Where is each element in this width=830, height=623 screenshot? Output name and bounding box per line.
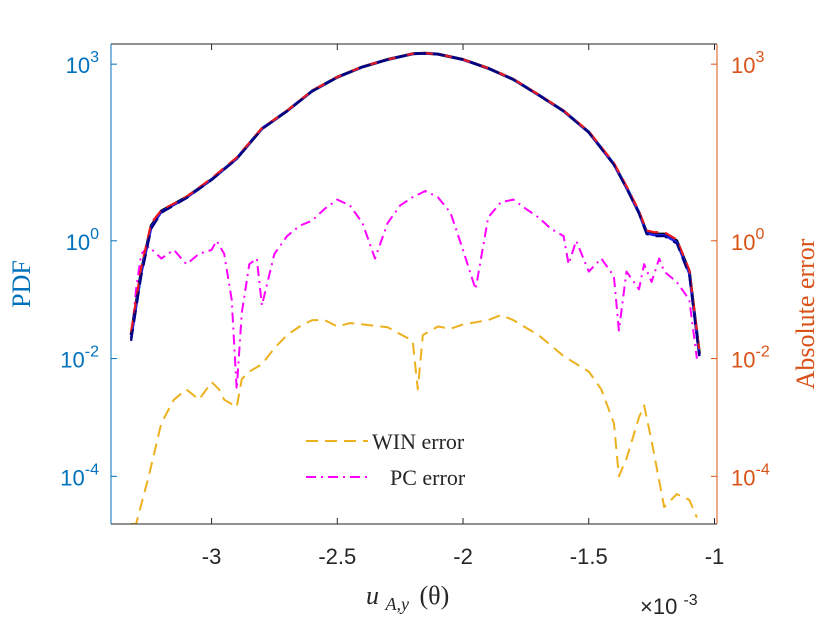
y-right-tick-label: 100 <box>731 226 764 255</box>
x-tick-label: -1 <box>705 544 725 569</box>
series-layer <box>129 51 701 524</box>
x-axis-exponent: ×10 -3 <box>640 592 698 619</box>
legend: WIN error PC error <box>300 420 520 500</box>
series-line-mid <box>130 52 701 357</box>
y-axis-left-label: PDF <box>7 260 36 308</box>
legend-label-pc-error: PC error <box>390 465 466 490</box>
x-axis-label-subscript: A,y <box>385 594 409 614</box>
y-axis-right-label: Absolute error <box>791 238 820 389</box>
x-tick-label: -2.5 <box>318 544 356 569</box>
labels-layer: PDF Absolute error u A,y (θ) ×10 -3 <box>7 238 820 619</box>
x-axis-exponent-power: -3 <box>683 592 697 609</box>
y-right-tick-label: 103 <box>731 49 764 78</box>
y-left-tick-label: 103 <box>66 49 99 78</box>
series-line-pc <box>130 52 701 353</box>
x-axis-label: u A,y (θ) <box>366 581 449 616</box>
x-tick-label: -2 <box>453 544 473 569</box>
x-tick-label: -1.5 <box>570 544 608 569</box>
y-right-tick-label: 10-2 <box>731 344 770 373</box>
y-left-tick-label: 10-2 <box>60 344 99 373</box>
y-left-tick-label: 10-4 <box>60 461 99 490</box>
ticks-layer: -3 -2.5 -2 -1.5 -1 10-4 10-2 100 103 10-4 10-2 100 1… <box>60 44 770 569</box>
series-line-pc-error <box>130 190 698 391</box>
x-axis-exponent-base: ×10 <box>640 594 677 619</box>
y-right-tick-label: 10-4 <box>731 461 770 490</box>
y-left-tick-label: 100 <box>66 226 99 255</box>
x-tick-label: -3 <box>202 544 222 569</box>
series-line-win-error <box>131 314 698 524</box>
x-axis-label-argument: (θ) <box>419 581 449 610</box>
legend-label-win-error: WIN error <box>372 429 465 454</box>
x-axis-label-main: u <box>366 581 379 610</box>
legend-box <box>300 420 520 500</box>
